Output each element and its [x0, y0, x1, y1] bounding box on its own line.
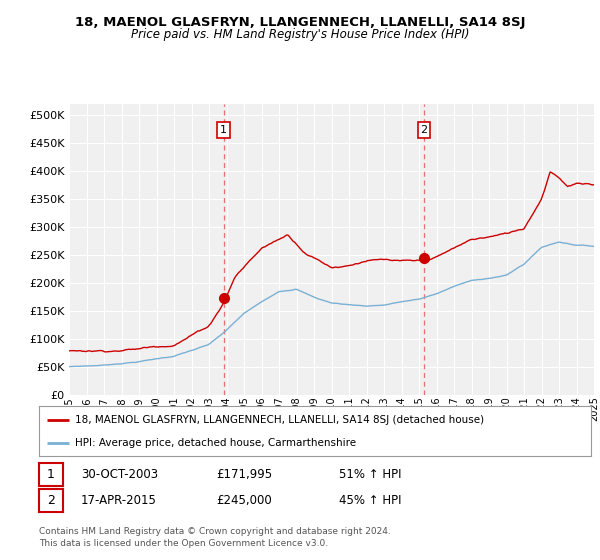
Text: £171,995: £171,995 [216, 468, 272, 481]
Text: 2: 2 [47, 494, 55, 507]
Text: 17-APR-2015: 17-APR-2015 [81, 494, 157, 507]
Text: 51% ↑ HPI: 51% ↑ HPI [339, 468, 401, 481]
Text: Price paid vs. HM Land Registry's House Price Index (HPI): Price paid vs. HM Land Registry's House … [131, 28, 469, 41]
Text: 30-OCT-2003: 30-OCT-2003 [81, 468, 158, 481]
Text: £245,000: £245,000 [216, 494, 272, 507]
Text: 18, MAENOL GLASFRYN, LLANGENNECH, LLANELLI, SA14 8SJ: 18, MAENOL GLASFRYN, LLANGENNECH, LLANEL… [75, 16, 525, 29]
Text: 1: 1 [47, 468, 55, 481]
Text: HPI: Average price, detached house, Carmarthenshire: HPI: Average price, detached house, Carm… [75, 438, 356, 448]
Text: 18, MAENOL GLASFRYN, LLANGENNECH, LLANELLI, SA14 8SJ (detached house): 18, MAENOL GLASFRYN, LLANGENNECH, LLANEL… [75, 414, 484, 424]
Text: 1: 1 [220, 125, 227, 135]
Text: This data is licensed under the Open Government Licence v3.0.: This data is licensed under the Open Gov… [39, 539, 328, 548]
Text: 2: 2 [421, 125, 428, 135]
Text: 45% ↑ HPI: 45% ↑ HPI [339, 494, 401, 507]
Text: Contains HM Land Registry data © Crown copyright and database right 2024.: Contains HM Land Registry data © Crown c… [39, 528, 391, 536]
